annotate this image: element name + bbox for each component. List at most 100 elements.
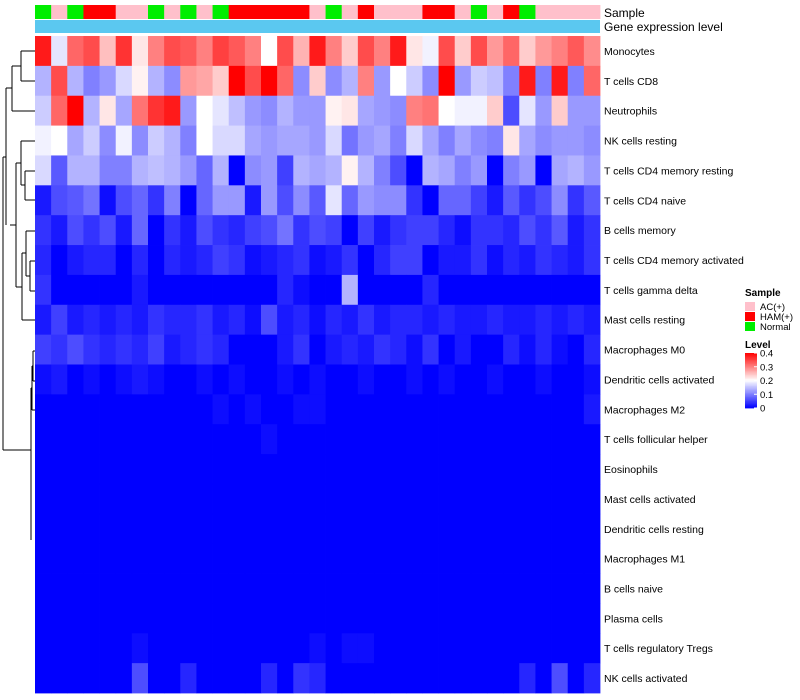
heatmap-cell	[115, 573, 133, 604]
heatmap-cell	[99, 334, 117, 365]
heatmap-cell	[196, 543, 213, 574]
heatmap-cell	[148, 364, 165, 395]
heatmap-cell	[261, 573, 278, 604]
heatmap-cell	[83, 633, 100, 664]
heatmap-cell	[390, 245, 407, 276]
sample-annotation-cell	[341, 5, 359, 19]
heatmap-cell	[293, 304, 310, 336]
heatmap-cell	[438, 663, 456, 694]
heatmap-cell	[406, 334, 423, 365]
heatmap-cell	[374, 334, 391, 365]
heatmap-cell	[390, 394, 407, 425]
heatmap-cell	[487, 543, 504, 574]
heatmap-cell	[438, 394, 456, 425]
heatmap-cell	[357, 424, 375, 455]
heatmap-cell	[51, 513, 68, 545]
heatmap-cell	[535, 95, 552, 126]
heatmap-cell	[293, 394, 310, 425]
heatmap-cell	[341, 603, 359, 634]
heatmap-cell	[454, 364, 472, 395]
sample-annotation-label: Sample	[604, 6, 645, 20]
heatmap-cell	[470, 304, 488, 336]
heatmap-cell	[164, 573, 181, 604]
sample-annotation-cell	[261, 5, 278, 19]
heatmap-cell	[131, 663, 149, 694]
heatmap-cell	[67, 573, 84, 604]
heatmap-cell	[148, 125, 165, 156]
heatmap-cell	[196, 185, 213, 216]
heatmap-cell	[454, 245, 472, 276]
heatmap-cell	[583, 245, 601, 276]
heatmap-cell	[115, 424, 133, 455]
heatmap-cell	[212, 513, 230, 545]
heatmap-cell	[551, 334, 569, 365]
heatmap-cell	[406, 364, 423, 395]
heatmap-cell	[51, 573, 68, 604]
heatmap-cell	[115, 125, 133, 156]
heatmap-cell	[277, 483, 294, 515]
heatmap-cell	[228, 573, 246, 604]
heatmap-cell	[244, 454, 262, 485]
legend-gradient-step	[745, 357, 757, 359]
heatmap-cell	[374, 155, 391, 186]
heatmap-cell	[567, 394, 585, 425]
heatmap-cell	[164, 543, 181, 574]
heatmap-cell	[35, 543, 52, 574]
heatmap-cell	[131, 215, 149, 246]
heatmap-cell	[228, 424, 246, 455]
heatmap-cell	[293, 65, 310, 97]
heatmap-cell	[357, 245, 375, 276]
heatmap-cell	[325, 513, 343, 545]
heatmap-cell	[83, 334, 100, 365]
heatmap-cell	[261, 483, 278, 515]
heatmap-cell	[390, 304, 407, 336]
heatmap-cell	[196, 633, 213, 664]
heatmap-cell	[99, 573, 117, 604]
heatmap-cell	[51, 483, 68, 515]
heatmap-cell	[293, 454, 310, 485]
heatmap-cell	[406, 543, 423, 574]
legend-gradient-step	[745, 403, 757, 406]
heatmap-cell	[454, 454, 472, 485]
heatmap-cell	[357, 573, 375, 604]
heatmap-cell	[51, 65, 68, 97]
heatmap-cell	[454, 36, 472, 67]
heatmap-cell	[212, 215, 230, 246]
heatmap-cell	[99, 125, 117, 156]
sample-annotation-cell	[83, 5, 100, 19]
heatmap-cell	[180, 245, 197, 276]
heatmap-cell	[325, 36, 343, 67]
legend-gradient-step	[745, 368, 757, 370]
heatmap-cell	[503, 663, 520, 694]
heatmap-cell	[374, 304, 391, 336]
heatmap-cell	[583, 65, 601, 97]
heatmap-cell	[35, 603, 52, 634]
heatmap-cell	[228, 36, 246, 67]
heatmap-cell	[277, 155, 294, 186]
heatmap-cell	[406, 633, 423, 664]
heatmap-cell	[67, 334, 84, 365]
heatmap-cell	[470, 215, 488, 246]
heatmap-cell	[341, 95, 359, 126]
heatmap-cell	[83, 185, 100, 216]
heatmap-cell	[535, 245, 552, 276]
heatmap-cell	[357, 454, 375, 485]
heatmap-cell	[519, 424, 536, 455]
heatmap-cell	[470, 573, 488, 604]
heatmap-cell	[261, 155, 278, 186]
heatmap-cell	[99, 215, 117, 246]
row-label: T cells CD4 memory resting	[604, 165, 733, 177]
sample-annotation-cell	[35, 5, 52, 19]
heatmap-cell	[244, 633, 262, 664]
heatmap-cell	[67, 424, 84, 455]
heatmap-cell	[535, 633, 552, 664]
heatmap-cell	[277, 125, 294, 156]
heatmap-cell	[438, 215, 456, 246]
heatmap-cell	[293, 185, 310, 216]
heatmap-cell	[438, 36, 456, 67]
heatmap-cell	[261, 543, 278, 574]
legend-gradient-step	[745, 361, 757, 364]
heatmap-cell	[438, 424, 456, 455]
heatmap-cell	[583, 454, 601, 485]
heatmap-cell	[131, 633, 149, 664]
